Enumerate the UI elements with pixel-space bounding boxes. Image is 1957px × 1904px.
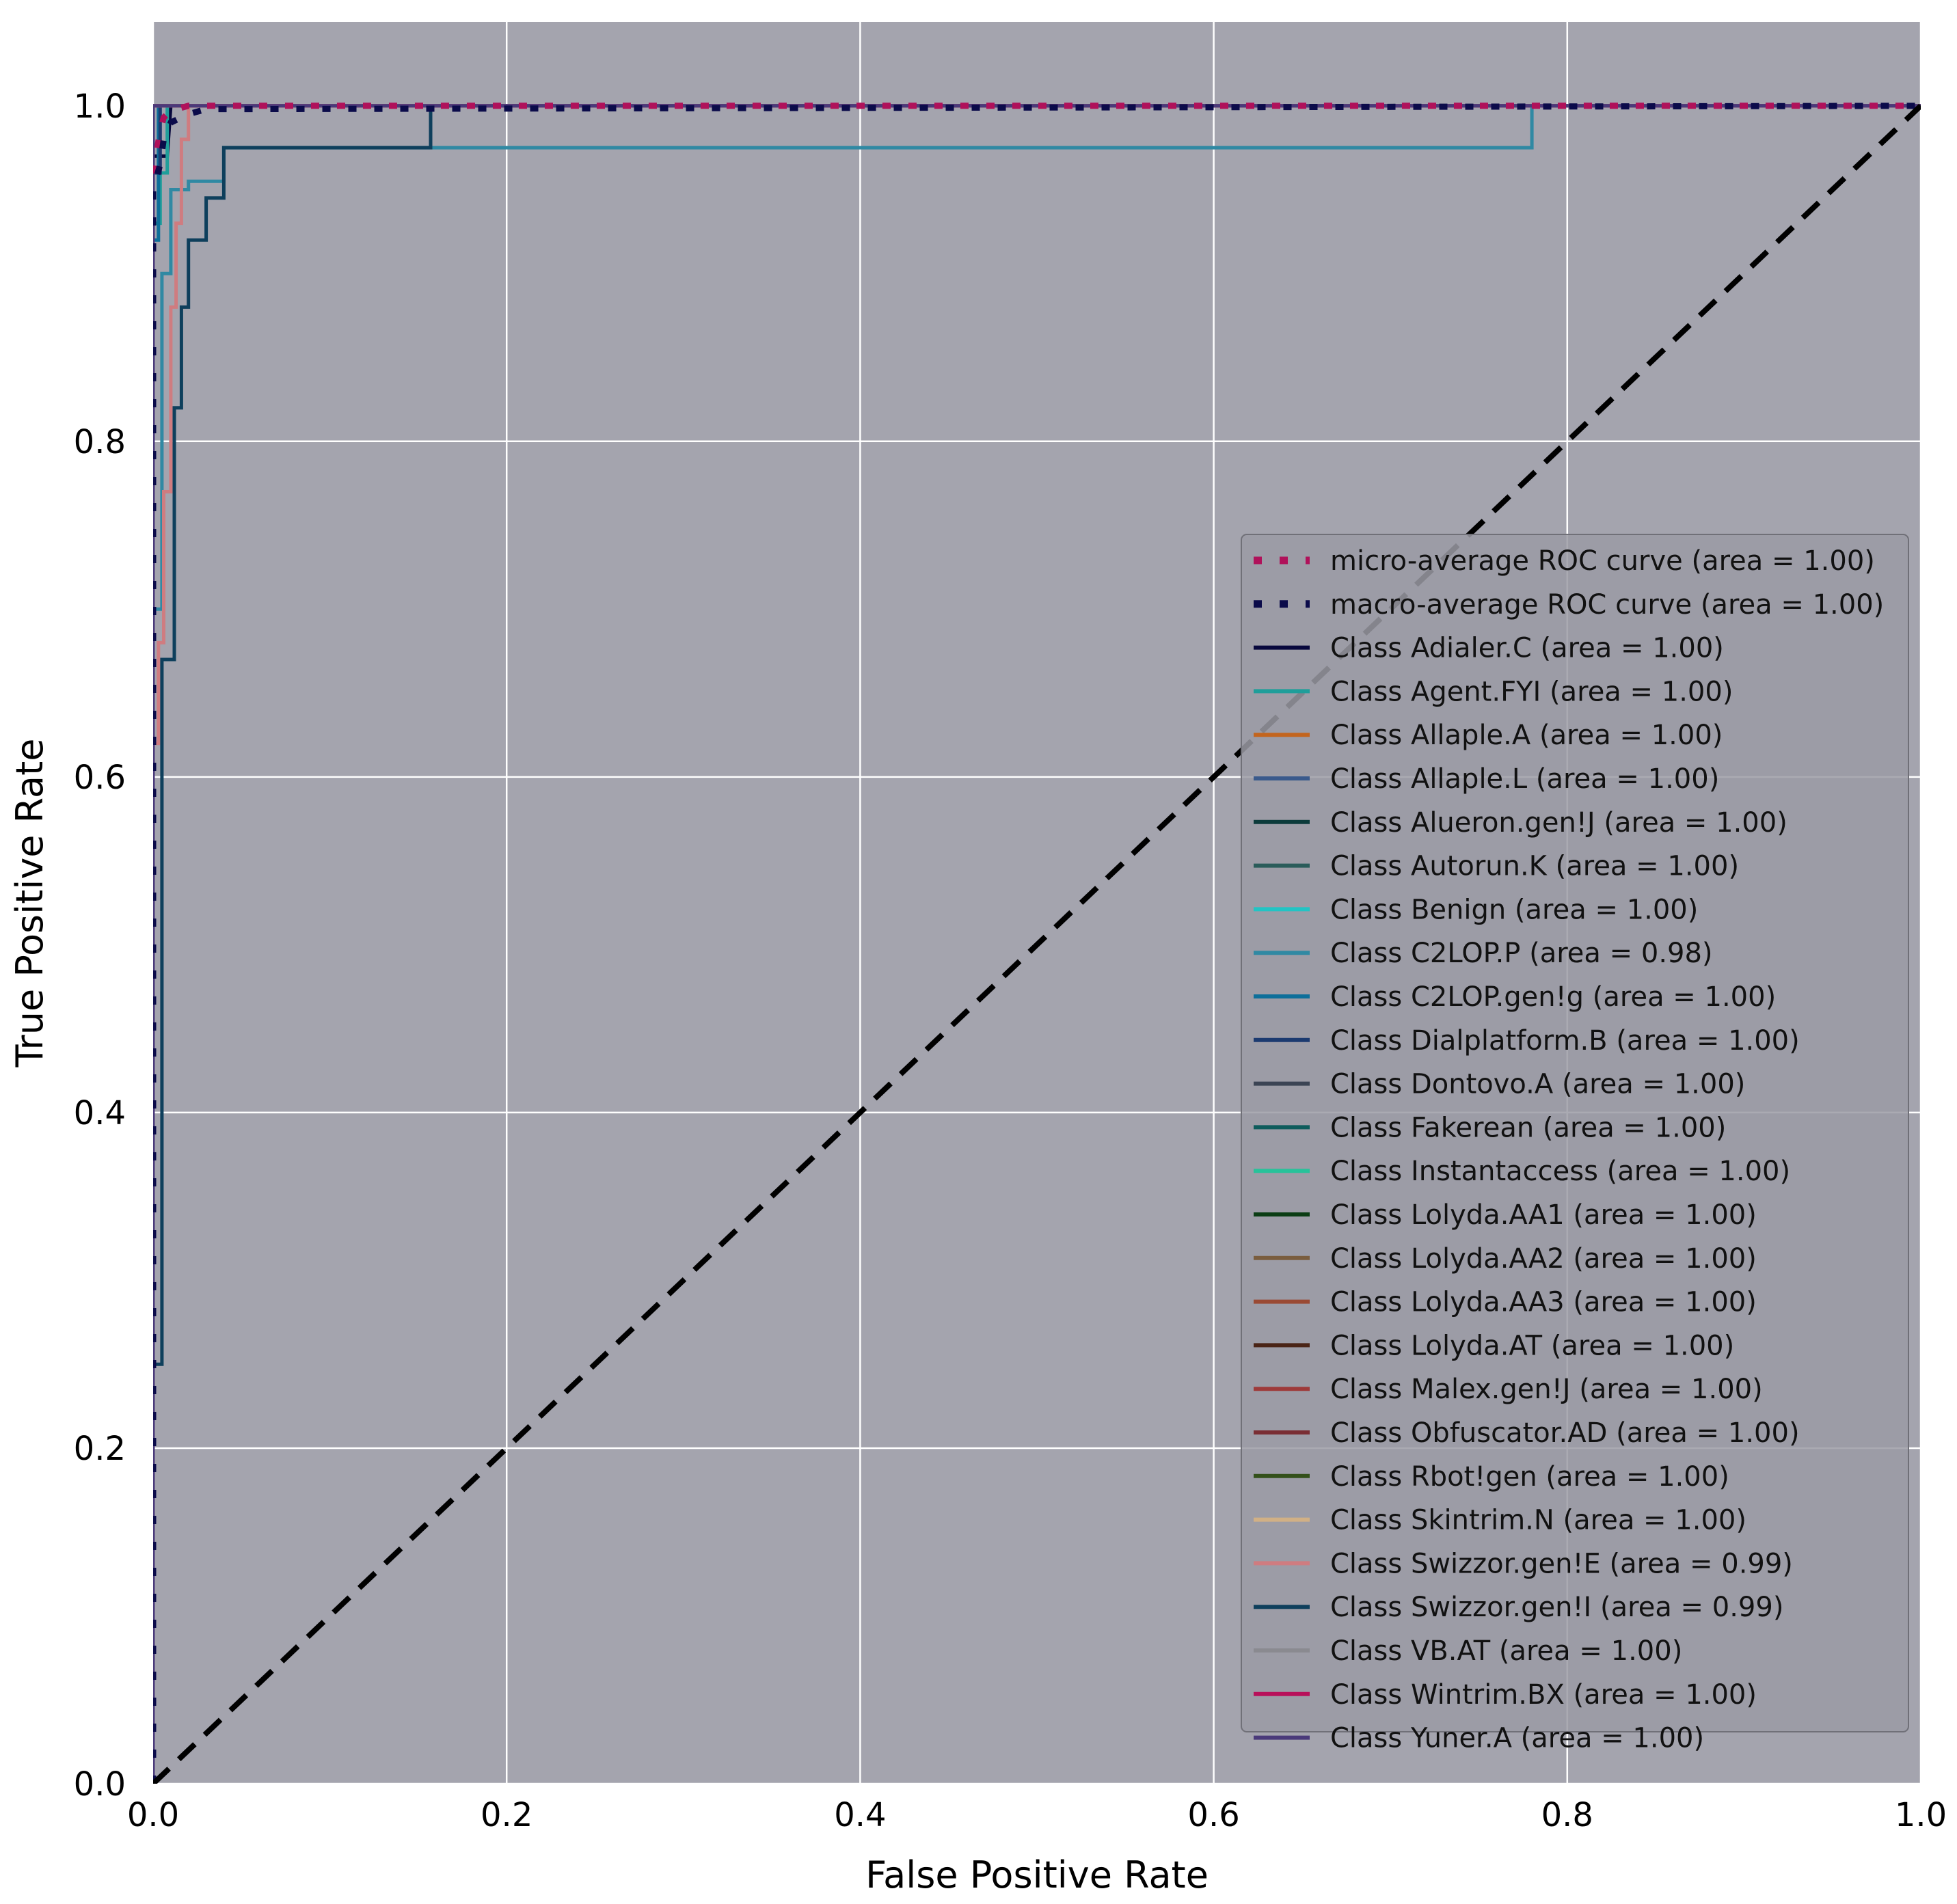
legend-label-class-autorun-k: Class Autorun.K (area = 1.00) bbox=[1330, 851, 1739, 882]
y-axis-ticks: 0.0 0.2 0.4 0.6 0.8 1.0 bbox=[74, 87, 126, 1804]
legend-label-class-c2lop-p: Class C2LOP.P (area = 0.98) bbox=[1330, 938, 1713, 969]
legend-label-class-lolyda-aa1: Class Lolyda.AA1 (area = 1.00) bbox=[1330, 1199, 1757, 1231]
legend-label-class-obfuscator-ad: Class Obfuscator.AD (area = 1.00) bbox=[1330, 1417, 1800, 1449]
legend-label-class-allaple-l: Class Allaple.L (area = 1.00) bbox=[1330, 763, 1719, 795]
curve-class-c2lop-p bbox=[153, 104, 1921, 1784]
x-tick-label: 0.0 bbox=[127, 1796, 179, 1834]
curve-class-swizzor-gen-e bbox=[153, 104, 1921, 1784]
x-tick-label: 0.6 bbox=[1187, 1796, 1239, 1834]
legend-label-class-wintrim-bx: Class Wintrim.BX (area = 1.00) bbox=[1330, 1679, 1757, 1711]
legend-label-class-alueron-gen-j: Class Alueron.gen!J (area = 1.00) bbox=[1330, 807, 1787, 839]
legend-label-class-rbot-gen: Class Rbot!gen (area = 1.00) bbox=[1330, 1461, 1729, 1493]
y-tick-label: 0.0 bbox=[74, 1765, 126, 1804]
curve-micro-average-roc-curve bbox=[153, 103, 1921, 1784]
legend-label-class-instantaccess: Class Instantaccess (area = 1.00) bbox=[1330, 1156, 1790, 1187]
legend-label-class-swizzor-gen-i: Class Swizzor.gen!I (area = 0.99) bbox=[1330, 1592, 1783, 1623]
y-tick-label: 0.4 bbox=[74, 1094, 126, 1132]
x-axis-label: False Positive Rate bbox=[865, 1853, 1209, 1896]
legend-box bbox=[1241, 534, 1909, 1732]
y-axis-label: True Positive Rate bbox=[8, 738, 51, 1067]
y-tick-label: 0.8 bbox=[74, 423, 126, 461]
legend-label-class-dontovo-a: Class Dontovo.A (area = 1.00) bbox=[1330, 1069, 1745, 1100]
roc-curves bbox=[153, 103, 1921, 1784]
legend-label-class-lolyda-aa3: Class Lolyda.AA3 (area = 1.00) bbox=[1330, 1287, 1757, 1318]
legend: micro-average ROC curve (area = 1.00) mac… bbox=[1241, 534, 1909, 1754]
legend-label-class-yuner-a: Class Yuner.A (area = 1.00) bbox=[1330, 1723, 1704, 1754]
legend-label-class-lolyda-aa2: Class Lolyda.AA2 (area = 1.00) bbox=[1330, 1243, 1757, 1275]
legend-label-macro-average-roc-curve: macro-average ROC curve (area = 1.00) bbox=[1330, 589, 1884, 621]
y-tick-label: 0.2 bbox=[74, 1430, 126, 1468]
x-axis-ticks: 0.0 0.2 0.4 0.6 0.8 1.0 bbox=[127, 1796, 1947, 1834]
x-tick-label: 0.4 bbox=[834, 1796, 886, 1834]
x-tick-label: 1.0 bbox=[1895, 1796, 1947, 1834]
chance-diagonal-line bbox=[153, 103, 1921, 1784]
curve-class-swizzor-gen-i bbox=[153, 104, 1921, 1784]
legend-label-class-benign: Class Benign (area = 1.00) bbox=[1330, 894, 1698, 925]
legend-label-class-lolyda-at: Class Lolyda.AT (area = 1.00) bbox=[1330, 1330, 1734, 1361]
legend-label-class-adialer-c: Class Adialer.C (area = 1.00) bbox=[1330, 633, 1724, 664]
legend-label-class-swizzor-gen-e: Class Swizzor.gen!E (area = 0.99) bbox=[1330, 1548, 1793, 1579]
curve-macro-average-roc-curve bbox=[153, 103, 1921, 1784]
legend-label-class-vb-at: Class VB.AT (area = 1.00) bbox=[1330, 1635, 1682, 1667]
legend-label-class-allaple-a: Class Allaple.A (area = 1.00) bbox=[1330, 720, 1723, 751]
legend-label-class-dialplatform-b: Class Dialplatform.B (area = 1.00) bbox=[1330, 1025, 1800, 1057]
x-tick-label: 0.8 bbox=[1541, 1796, 1593, 1834]
legend-label-class-malex-gen-j: Class Malex.gen!J (area = 1.00) bbox=[1330, 1374, 1763, 1405]
legend-label-class-skintrim-n: Class Skintrim.N (area = 1.00) bbox=[1330, 1505, 1746, 1536]
y-tick-label: 1.0 bbox=[74, 87, 126, 126]
legend-label-micro-average-roc-curve: micro-average ROC curve (area = 1.00) bbox=[1330, 545, 1875, 577]
legend-label-class-fakerean: Class Fakerean (area = 1.00) bbox=[1330, 1112, 1726, 1143]
legend-label-class-c2lop-gen-g: Class C2LOP.gen!g (area = 1.00) bbox=[1330, 981, 1776, 1013]
legend-label-class-agent-fyi: Class Agent.FYI (area = 1.00) bbox=[1330, 676, 1733, 707]
y-tick-label: 0.6 bbox=[74, 759, 126, 797]
x-tick-label: 0.2 bbox=[481, 1796, 532, 1834]
